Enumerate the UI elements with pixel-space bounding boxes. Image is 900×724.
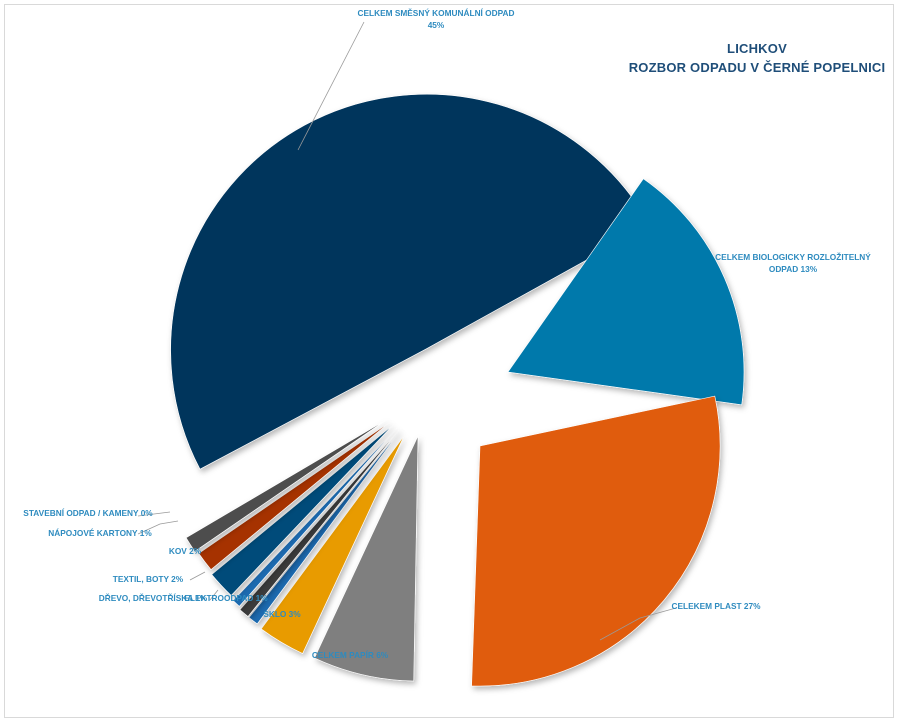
data-label-line: ODPAD 13%: [769, 264, 818, 274]
data-label-line: STAVEBNÍ ODPAD / KAMENY 0%: [23, 508, 153, 518]
pie-slice-elektro: [248, 430, 401, 625]
chart-subtitle: ROZBOR ODPADU V ČERNÉ POPELNICI: [628, 60, 886, 75]
data-label-smesny: CELKEM SMĚSNÝ KOMUNÁLNÍ ODPAD 45%: [357, 7, 514, 30]
pie-slice-papir: [314, 435, 419, 682]
data-label-line: DŘEVO, DŘEVOTŘÍSKA 1%: [99, 592, 208, 603]
leader-line-kartony: [137, 520, 179, 535]
pie-slice-drevo: [239, 429, 400, 617]
leader-line-plast: [599, 607, 677, 641]
pie-slice-textil: [232, 427, 398, 607]
data-label-sklo: SKLO 3%: [263, 609, 301, 619]
pie-slice-sklo: [260, 435, 405, 654]
data-label-textil: TEXTIL, BOTY 2%: [113, 574, 184, 584]
data-label-line: CELEKEM PLAST 27%: [672, 601, 762, 611]
pie-slice-kov: [211, 424, 394, 596]
data-label-kartony: NÁPOJOVÉ KARTONY 1%: [48, 528, 152, 538]
data-label-bio: CELKEM BIOLOGICKY ROZLOŽITELNÝ ODPAD 13%: [715, 251, 871, 274]
leader-line-drevo: [209, 589, 219, 601]
data-label-line: ELEKTROODPAD 1%: [184, 593, 268, 603]
pie-slice-plast: [471, 395, 721, 687]
data-label-line: KOV 2%: [169, 546, 202, 556]
data-label-line: NÁPOJOVÉ KARTONY 1%: [48, 528, 152, 538]
leader-line-smesny: [297, 21, 365, 151]
data-label-drevo: DŘEVO, DŘEVOTŘÍSKA 1%: [99, 592, 208, 603]
data-label-plast: CELEKEM PLAST 27%: [672, 601, 762, 611]
pie-slice-kartony: [198, 421, 391, 571]
data-label-line: 45%: [428, 20, 445, 30]
data-label-papir: CELKEM PAPÍR 6%: [312, 650, 389, 660]
pie-slice-smesny: [170, 93, 651, 470]
data-label-line: CELKEM PAPÍR 6%: [312, 650, 389, 660]
pie-slice-stavebni: [185, 419, 387, 552]
data-label-line: SKLO 3%: [263, 609, 301, 619]
data-label-stavebni: STAVEBNÍ ODPAD / KAMENY 0%: [23, 508, 153, 518]
data-label-line: TEXTIL, BOTY 2%: [113, 574, 184, 584]
data-label-kov: KOV 2%: [169, 546, 202, 556]
data-label-line: CELKEM SMĚSNÝ KOMUNÁLNÍ ODPAD: [357, 7, 514, 18]
data-label-line: CELKEM BIOLOGICKY ROZLOŽITELNÝ: [715, 251, 871, 262]
pie-slice-bio: [507, 178, 745, 406]
data-label-elektro: ELEKTROODPAD 1%: [184, 593, 268, 603]
leader-line-stavebni: [137, 511, 171, 517]
leader-line-textil: [189, 571, 206, 581]
chart-title: LICHKOV: [727, 41, 787, 56]
